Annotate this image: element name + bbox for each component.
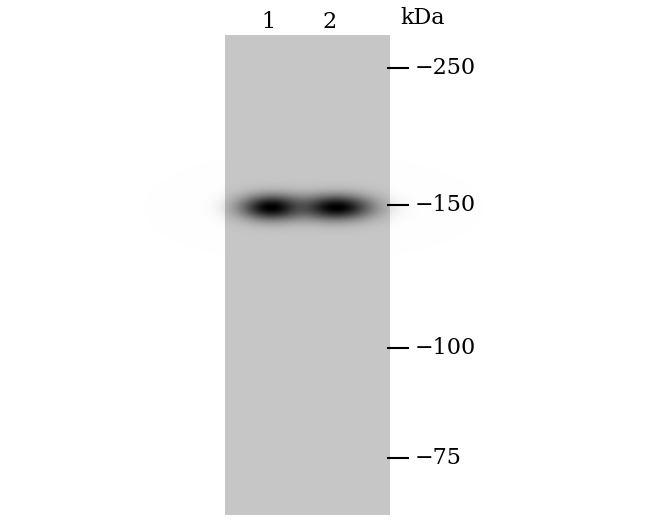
Bar [225, 35, 390, 515]
Text: 1: 1 [261, 11, 275, 33]
Text: −150: −150 [415, 194, 476, 216]
Text: −75: −75 [415, 447, 462, 469]
Text: −250: −250 [415, 57, 476, 79]
Text: −100: −100 [415, 337, 476, 359]
Text: 2: 2 [323, 11, 337, 33]
Text: kDa: kDa [400, 7, 445, 29]
